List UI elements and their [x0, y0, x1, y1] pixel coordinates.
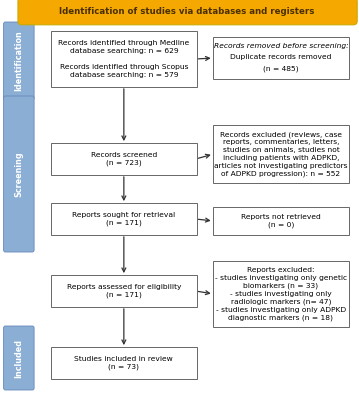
FancyBboxPatch shape	[4, 22, 34, 100]
Text: Records removed before screening:: Records removed before screening:	[214, 43, 348, 49]
Text: Reports not retrieved
(n = 0): Reports not retrieved (n = 0)	[241, 214, 321, 228]
FancyBboxPatch shape	[213, 37, 349, 79]
Text: Reports assessed for eligibility
(n = 171): Reports assessed for eligibility (n = 17…	[67, 284, 181, 298]
Text: Duplicate records removed: Duplicate records removed	[230, 54, 332, 60]
Text: Screening: Screening	[14, 151, 23, 197]
Text: Identification of studies via databases and registers: Identification of studies via databases …	[59, 7, 314, 16]
Text: Studies included in review
(n = 73): Studies included in review (n = 73)	[74, 356, 173, 370]
FancyBboxPatch shape	[213, 207, 349, 235]
Text: Records screened
(n = 723): Records screened (n = 723)	[91, 152, 157, 166]
Text: Reports excluded:
- studies investigating only genetic
biomarkers (n = 33)
- stu: Reports excluded: - studies investigatin…	[215, 267, 347, 321]
Text: Included: Included	[14, 338, 23, 378]
FancyBboxPatch shape	[51, 143, 197, 175]
FancyBboxPatch shape	[4, 326, 34, 390]
FancyBboxPatch shape	[51, 347, 197, 379]
FancyBboxPatch shape	[18, 0, 357, 25]
FancyBboxPatch shape	[213, 261, 349, 327]
FancyBboxPatch shape	[4, 96, 34, 252]
FancyBboxPatch shape	[51, 275, 197, 307]
Text: Reports sought for retrieval
(n = 171): Reports sought for retrieval (n = 171)	[72, 212, 176, 226]
Text: Identification: Identification	[14, 31, 23, 91]
FancyBboxPatch shape	[213, 125, 349, 183]
FancyBboxPatch shape	[51, 203, 197, 235]
Text: Records identified through Medline
database searching: n = 629

Records identifi: Records identified through Medline datab…	[58, 40, 190, 78]
Text: Records excluded (reviews, case
reports, commentaries, letters,
studies on anima: Records excluded (reviews, case reports,…	[214, 131, 348, 177]
Text: (n = 485): (n = 485)	[263, 66, 299, 72]
FancyBboxPatch shape	[51, 31, 197, 87]
